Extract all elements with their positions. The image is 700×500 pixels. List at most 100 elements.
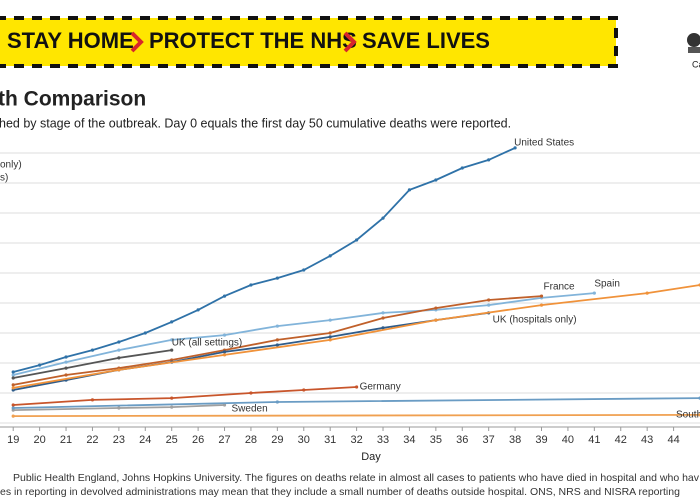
series-point [381, 316, 385, 320]
series-point [90, 348, 95, 352]
x-tick-label: 28 [245, 434, 257, 446]
x-tick-label: 43 [641, 434, 653, 446]
x-tick-label: 37 [483, 434, 495, 446]
series-point [487, 298, 491, 302]
series-point [592, 291, 596, 295]
series-point [328, 335, 332, 339]
banner [0, 16, 618, 68]
banner-arrow [343, 31, 357, 53]
logo-text: Ca [692, 59, 700, 69]
series-point [328, 331, 332, 335]
series-point [117, 348, 121, 352]
x-tick-label: 32 [350, 434, 362, 446]
banner-arrow [130, 31, 144, 53]
series-point [170, 338, 174, 342]
source-line: Public Health England, Johns Hopkins Uni… [13, 472, 700, 484]
crest [687, 33, 700, 53]
series-point [64, 366, 68, 370]
x-tick-label: 19 [7, 434, 19, 446]
series-line [13, 386, 357, 406]
series-point [645, 291, 649, 295]
series-point [381, 311, 385, 315]
series-point [64, 373, 68, 377]
series-point [434, 178, 438, 182]
chart-subtitle: hed by stage of the outbreak. Day 0 equa… [0, 116, 511, 130]
series-point [64, 355, 68, 359]
x-tick-label: 24 [139, 434, 151, 446]
banner-item: SAVE LIVES [362, 28, 490, 53]
series-point [11, 383, 15, 387]
chart-title: th Comparison [0, 88, 146, 111]
x-tick-label: 22 [86, 434, 98, 446]
legend-fragment: s) [0, 173, 8, 184]
banner-item: STAY HOME [7, 28, 134, 53]
series-point [222, 294, 227, 298]
series-point [328, 254, 332, 258]
series-point [249, 391, 253, 395]
x-tick-label: 35 [430, 434, 442, 446]
x-tick-label: 29 [271, 434, 283, 446]
series-label: UK (all settings) [172, 338, 243, 349]
series-point [117, 340, 121, 344]
series-point [539, 303, 544, 307]
x-tick-label: 42 [615, 434, 627, 446]
series-point [11, 414, 15, 418]
series-point [64, 360, 68, 364]
series-point [328, 338, 332, 342]
series-point [460, 166, 464, 170]
series-point [328, 318, 332, 322]
series-point [170, 405, 174, 409]
series-point [222, 333, 227, 337]
series-label: Germany [360, 382, 401, 393]
series-point [249, 283, 253, 287]
series-point [434, 318, 438, 322]
series-label: South [676, 410, 700, 421]
series-point [38, 363, 42, 367]
x-tick-label: 23 [113, 434, 125, 446]
x-tick-label: 27 [218, 434, 230, 446]
series-point [170, 348, 174, 352]
series-point [275, 400, 279, 404]
series-point [11, 373, 15, 377]
series-point [170, 320, 174, 324]
legend-fragment: only) [0, 160, 22, 171]
x-tick-label: 33 [377, 434, 389, 446]
source-line: es in reporting in devolved administrati… [0, 486, 680, 498]
series-point [11, 376, 15, 380]
x-tick-label: 40 [562, 434, 574, 446]
series-point [381, 216, 385, 220]
series-point [355, 238, 359, 242]
x-tick-label: 31 [324, 434, 336, 446]
x-tick-label: 39 [535, 434, 547, 446]
x-axis-label: Day [361, 451, 381, 463]
series-point [170, 396, 174, 400]
series-label: UK (hospitals only) [493, 315, 577, 326]
series-point [302, 388, 306, 392]
x-tick-label: 41 [588, 434, 600, 446]
banner-item: PROTECT THE NHS [149, 28, 357, 53]
x-tick-label: 44 [667, 434, 679, 446]
series-line [13, 414, 700, 417]
series-point [275, 343, 279, 347]
x-tick-label: 25 [166, 434, 178, 446]
series-point [117, 356, 121, 360]
series-label: France [544, 282, 576, 293]
x-tick-label: 26 [192, 434, 204, 446]
series-point [381, 326, 385, 330]
series-point [275, 338, 279, 342]
series-point [90, 398, 95, 402]
series-point [11, 386, 15, 390]
series-point [487, 158, 491, 162]
series-point [143, 331, 147, 335]
x-tick-label: 34 [403, 434, 415, 446]
series-point [11, 370, 15, 374]
series-line [12, 292, 595, 376]
x-tick-label: 38 [509, 434, 521, 446]
series-point [11, 403, 15, 407]
series-line [13, 349, 172, 379]
series-label: Spain [594, 279, 620, 290]
series-point [275, 276, 279, 280]
x-tick-label: 21 [60, 434, 72, 446]
